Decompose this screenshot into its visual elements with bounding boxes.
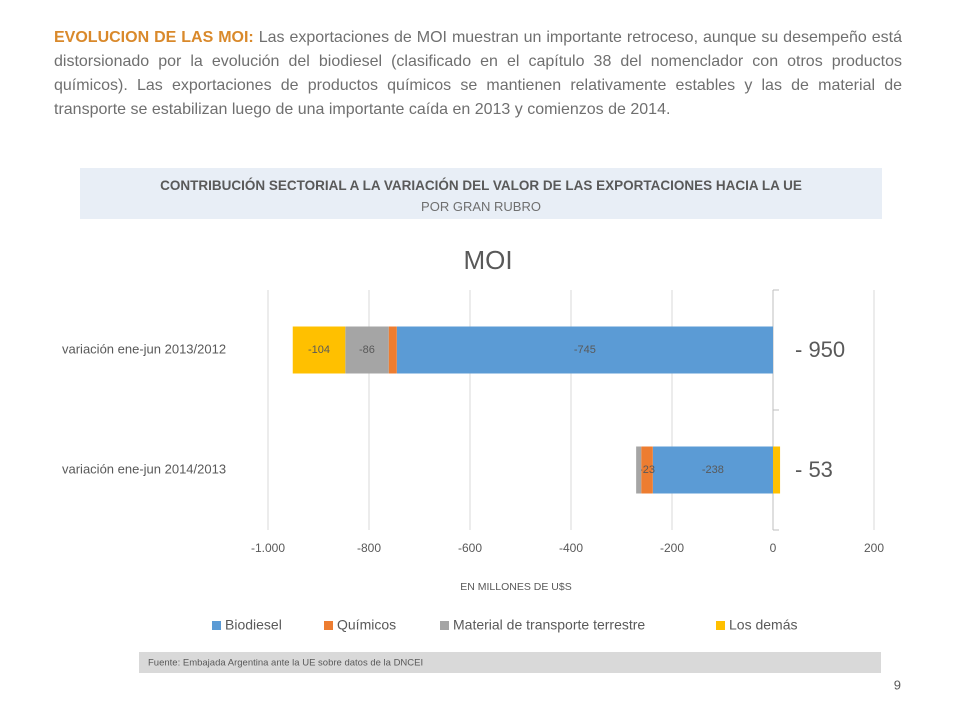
source-box: [139, 652, 881, 673]
annotation: - 950: [795, 337, 845, 362]
x-tick-label: -600: [458, 541, 482, 555]
source: Fuente: Embajada Argentina ante la UE so…: [148, 658, 423, 669]
legend-label: Los demás: [729, 617, 797, 633]
banner-subtitle: POR GRAN RUBRO: [421, 199, 541, 214]
bar-segment: [345, 326, 389, 374]
paragraph: EVOLUCION DE LAS MOI: Las exportaciones …: [54, 26, 902, 122]
bar-segment: [388, 326, 397, 374]
x-tick-label: 200: [864, 541, 884, 555]
data-label: -23: [639, 464, 655, 476]
legend-swatch: [324, 621, 333, 630]
x-tick-label: -1.000: [251, 541, 285, 555]
body-text: Las exportaciones de MOI muestran un imp…: [54, 29, 902, 118]
banner-title: CONTRIBUCIÓN SECTORIAL A LA VARIACIÓN DE…: [160, 178, 802, 193]
legend-swatch: [716, 621, 725, 630]
x-tick-label: -400: [559, 541, 583, 555]
data-label: -86: [359, 344, 375, 356]
chart-title: MOI: [463, 245, 512, 275]
bar-segment: [773, 446, 781, 494]
x-tick-label: -800: [357, 541, 381, 555]
x-tick-label: -200: [660, 541, 684, 555]
data-label: -238: [702, 464, 724, 476]
legend-swatch: [212, 621, 221, 630]
bar-segment: [396, 326, 773, 374]
y-tick-label: variación ene-jun 2014/2013: [62, 461, 226, 476]
banner: CONTRIBUCIÓN SECTORIAL A LA VARIACIÓN DE…: [80, 168, 882, 219]
bar-segment: [652, 446, 773, 494]
page-number: 9: [894, 677, 901, 692]
legend-swatch: [440, 621, 449, 630]
legend-label: Químicos: [337, 617, 396, 633]
data-label: -104: [308, 344, 330, 356]
annotation: - 53: [795, 457, 833, 482]
bar-segment: [641, 446, 653, 494]
bar-segment: [636, 446, 642, 494]
legend-label: Biodiesel: [225, 617, 282, 633]
x-axis-label: EN MILLONES DE U$S: [460, 581, 571, 593]
lead: EVOLUCION DE LAS MOI:: [54, 29, 254, 46]
data-label: -745: [574, 344, 596, 356]
bar-segment: [292, 326, 346, 374]
legend-label: Material de transporte terrestre: [453, 617, 645, 633]
x-tick-label: 0: [770, 541, 777, 555]
y-tick-label: variación ene-jun 2013/2012: [62, 341, 226, 356]
